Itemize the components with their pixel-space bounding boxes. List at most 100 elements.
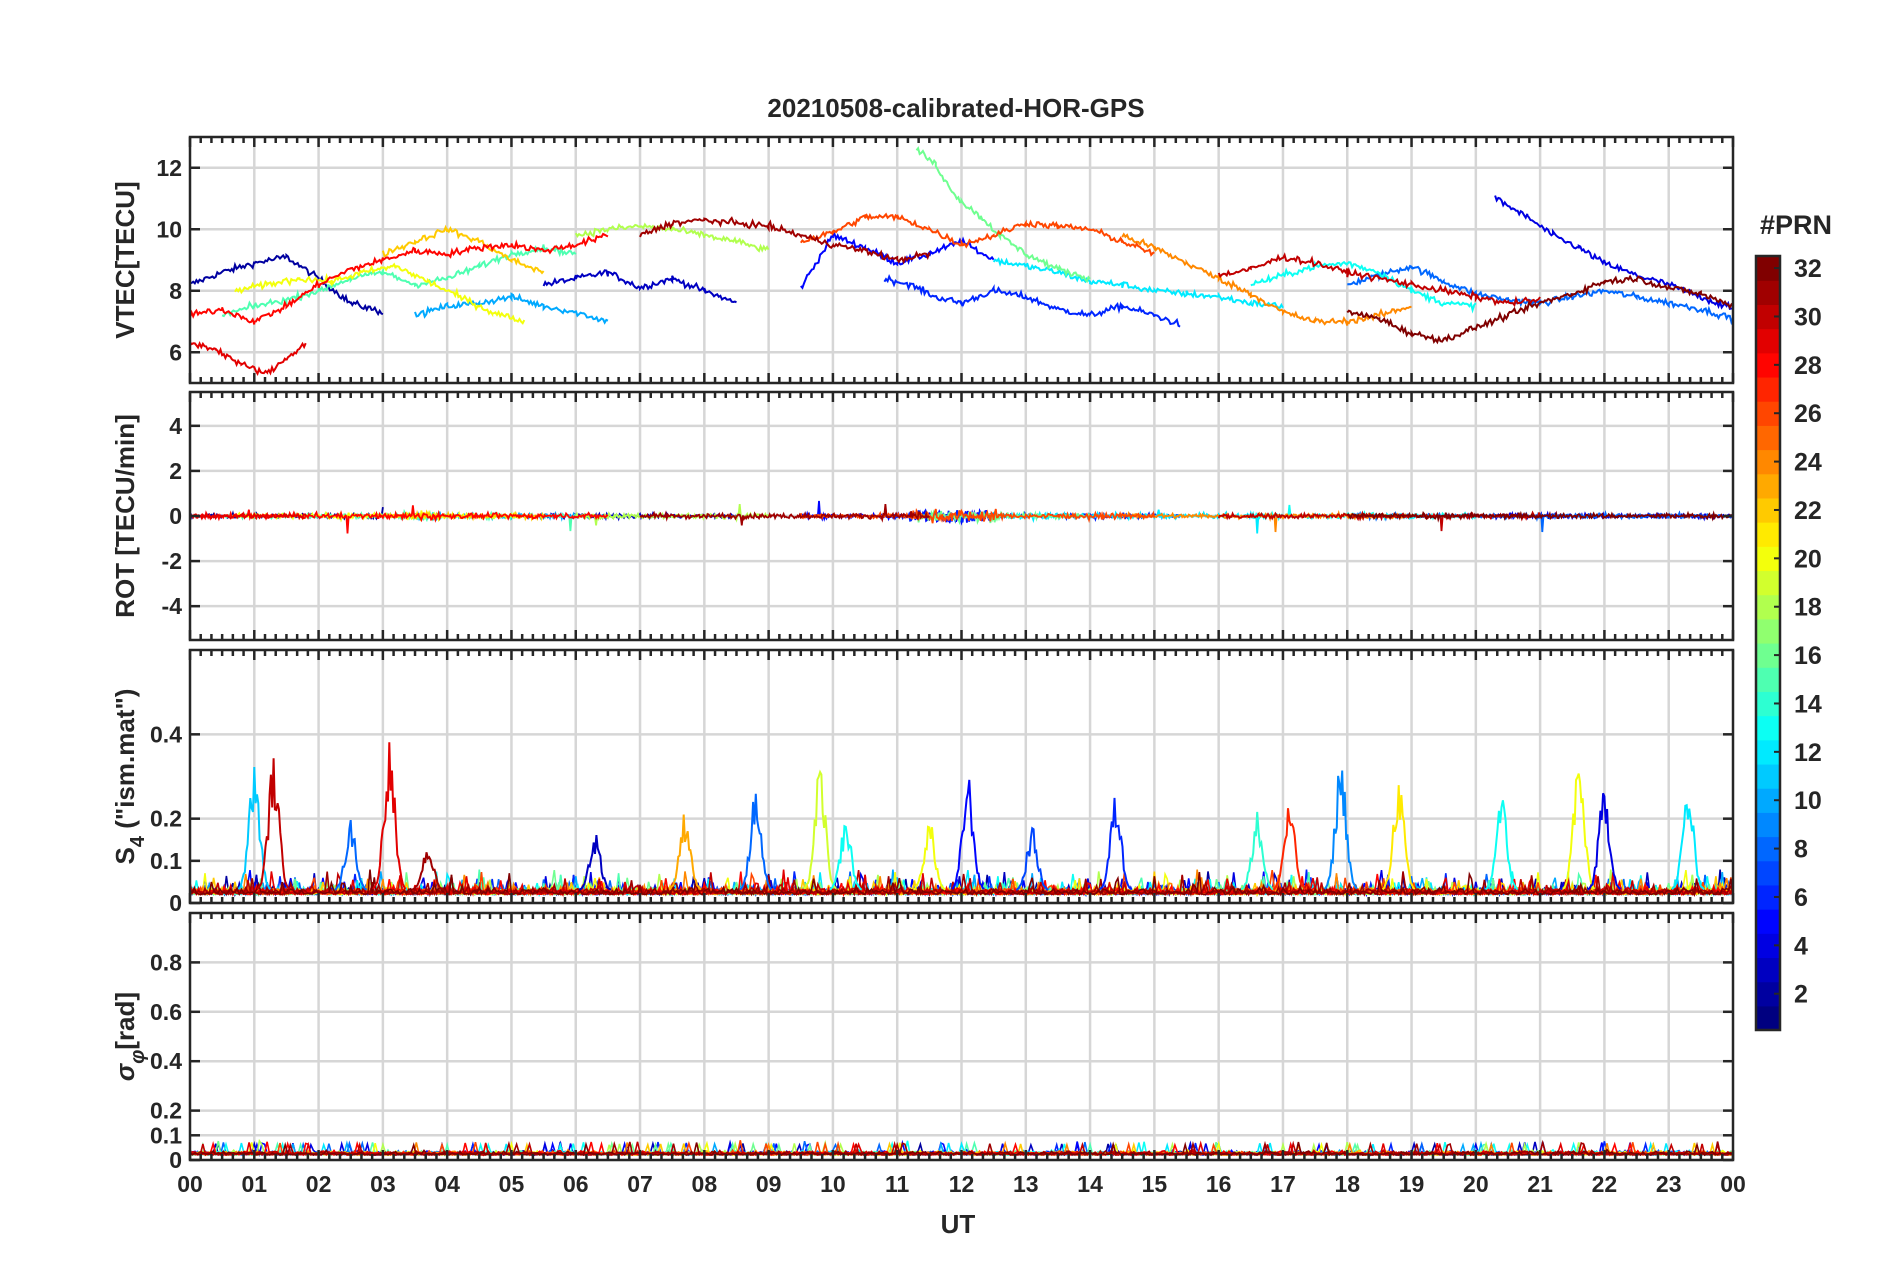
colorbar-swatch (1756, 522, 1780, 547)
colorbar-frame (1754, 254, 1782, 1032)
x-axis-label: UT (941, 1209, 976, 1239)
y-tick-label: 6 (169, 339, 182, 365)
colorbar-tick-label: 10 (1794, 787, 1822, 815)
vtec-line-prn-18 (574, 222, 770, 253)
colorbar-tick-label: 14 (1794, 690, 1822, 718)
s4-peak (803, 769, 837, 890)
colorbar-swatch (1756, 473, 1780, 499)
colorbar-swatch (1756, 376, 1780, 402)
colorbar-swatch (1756, 860, 1780, 886)
s4-peak (578, 835, 612, 891)
colorbar-tick-label: 16 (1794, 642, 1822, 670)
s4-peak (1562, 773, 1596, 890)
y-axis-label-rot: ROT [TECU/min] (110, 414, 140, 618)
colorbar-tick-label: 6 (1794, 884, 1808, 912)
vtec-line-prn-8 (1347, 264, 1733, 326)
y-tick-label: -2 (162, 548, 182, 574)
colorbar-swatch (1756, 715, 1780, 741)
colorbar-tick-label: 2 (1794, 981, 1808, 1009)
s4-peak (829, 824, 863, 891)
y-tick-label: -4 (162, 593, 183, 619)
y-tick-label: 0.2 (150, 806, 182, 832)
vtec-line-prn-30 (1217, 252, 1541, 308)
vtec-line-prn-20 (234, 262, 526, 325)
chart-title: 20210508-calibrated-HOR-GPS (767, 93, 1144, 123)
vtec-line-prn-6 (883, 274, 1181, 328)
colorbar-swatch (1756, 909, 1780, 934)
x-tick-label: 12 (949, 1171, 975, 1197)
x-tick-label: 16 (1206, 1171, 1232, 1197)
y-tick-label: 2 (169, 458, 182, 484)
vtec-line-prn-15 (221, 244, 577, 318)
colorbar-swatch (1756, 280, 1780, 305)
s4-peak (1323, 770, 1358, 890)
s4-peak (372, 742, 407, 890)
s4-peak (1381, 785, 1416, 891)
panel-series (190, 146, 1733, 377)
y-tick-label: 4 (169, 413, 182, 439)
rot-line-prn-26 (799, 507, 1156, 524)
colorbar-swatch (1756, 667, 1780, 692)
colorbar-tick-label: 12 (1794, 739, 1822, 767)
x-tick-label: 02 (306, 1171, 332, 1197)
colorbar-tick-label: 4 (1794, 932, 1808, 960)
s4-peak (1272, 808, 1306, 891)
vtec-line-prn-24 (1121, 232, 1412, 326)
x-tick-label: 08 (692, 1171, 718, 1197)
x-tick-label: 22 (1592, 1171, 1618, 1197)
x-tick-label: 01 (241, 1171, 267, 1197)
x-tick-label: 06 (563, 1171, 589, 1197)
rot-line-prn-30 (1217, 510, 1541, 532)
y-tick-label: 0.8 (150, 949, 182, 975)
colorbar-label: #PRN (1760, 210, 1832, 240)
y-tick-label: 0.4 (150, 721, 182, 747)
x-tick-label: 00 (1720, 1171, 1746, 1197)
x-tick-label: 20 (1463, 1171, 1489, 1197)
colorbar-tick-label: 32 (1794, 255, 1822, 283)
x-tick-label: 21 (1527, 1171, 1553, 1197)
colorbar-swatch (1756, 1005, 1780, 1031)
colorbar-tick-label: 26 (1794, 400, 1822, 428)
s4-peak (739, 793, 773, 891)
y-label-rest: [rad] (110, 992, 140, 1050)
colorbar-swatch (1756, 328, 1780, 354)
y-axis-label-s4: S4 ("ism.mat") (110, 689, 149, 865)
vtec-line-prn-13 (1250, 260, 1477, 314)
y-label-rest: ("ism.mat") (110, 689, 140, 836)
y-axis-label-sigma: σφ[rad] (110, 992, 149, 1081)
colorbar-swatch (1756, 570, 1780, 596)
vtec-line-prn-26 (799, 212, 1155, 257)
s4-peak (951, 779, 985, 890)
colorbar-swatch (1756, 425, 1780, 451)
colorbar-tick-label: 8 (1794, 836, 1808, 864)
vtec-line-prn-2 (190, 252, 384, 317)
colorbar-swatch (1756, 618, 1780, 644)
x-tick-label: 13 (1013, 1171, 1039, 1197)
colorbar-swatch (1756, 812, 1780, 838)
rot-line-prn-18 (575, 504, 770, 526)
vtec-line-prn-29 (190, 340, 307, 377)
x-tick-label: 18 (1334, 1171, 1360, 1197)
x-tick-label: 19 (1399, 1171, 1425, 1197)
y-tick-label: 0.6 (150, 999, 182, 1025)
y-tick-label: 8 (169, 278, 182, 304)
vtec-line-prn-22 (381, 224, 545, 275)
y-tick-label: 0.2 (150, 1098, 182, 1124)
vtec-line-prn-3 (542, 269, 737, 304)
y-axis-label-vtec: VTEC[TECU] (110, 181, 140, 338)
colorbar-tick-label: 22 (1794, 497, 1822, 525)
vtec-line-prn-4 (1494, 195, 1733, 310)
y-tick-label: 0 (169, 1147, 182, 1173)
x-tick-label: 09 (756, 1171, 782, 1197)
rot-line-prn-31 (639, 504, 931, 526)
x-tick-label: 17 (1270, 1171, 1296, 1197)
colorbar-swatch (1756, 763, 1780, 789)
x-tick-label: 11 (885, 1171, 910, 1197)
rot-line-prn-32 (1346, 510, 1733, 523)
panel-rot: -4 -2 0 2 4 ROT [TECU/min] (110, 390, 1735, 642)
y-tick-label: 0.1 (150, 1122, 182, 1148)
